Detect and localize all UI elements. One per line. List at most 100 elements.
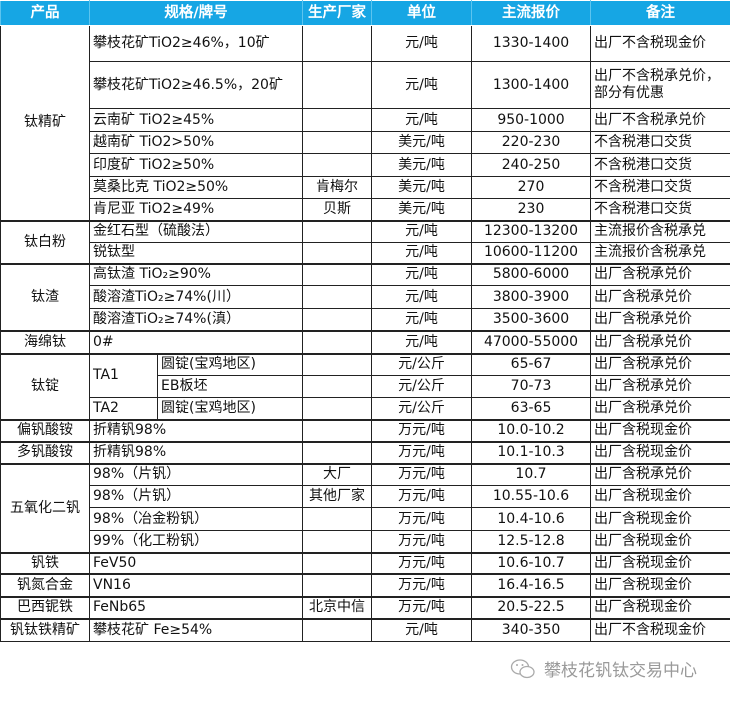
table-row: 莫桑比克 TiO2≥50% 肯梅尔 美元/吨 270 不含税港口交货 xyxy=(1,176,730,199)
maker-cell xyxy=(302,418,373,442)
note-cell: 出厂含税现金价 xyxy=(590,572,730,597)
note-cell: 主流报价含税承兑 xyxy=(590,242,730,264)
note-cell: 出厂不含税承兑价，部分有优惠 xyxy=(590,61,730,109)
maker-cell xyxy=(302,572,373,597)
maker-cell xyxy=(302,153,373,177)
table-row: 攀枝花矿TiO2≥46.5%，20矿 元/吨 1300-1400 出厂不含税承兑价，部… xyxy=(1,61,730,109)
product-cell: 偏钒酸铵 xyxy=(0,418,90,442)
price-cell: 10.0-10.2 xyxy=(471,418,592,442)
note-cell: 出厂不含税现金价 xyxy=(590,25,730,62)
spec-cell: 云南矿 TiO2≥45% xyxy=(88,108,304,132)
unit-cell: 万元/吨 xyxy=(371,507,473,531)
note-cell: 出厂含税承兑价 xyxy=(590,352,730,376)
price-cell: 1330-1400 xyxy=(471,25,592,62)
product-cell: 海绵钛 xyxy=(0,329,90,354)
table-row: 钛精矿 攀枝花矿TiO2≥46%，10矿 元/吨 1330-1400 出厂不含税现金价 xyxy=(0,25,730,221)
price-cell: 10.6-10.7 xyxy=(471,551,592,574)
unit-cell: 万元/吨 xyxy=(371,485,473,508)
product-cell: 钛锭 xyxy=(0,352,90,420)
spec-cell: 金红石型（硫酸法） xyxy=(88,219,304,243)
maker-cell: 北京中信 xyxy=(302,595,373,619)
unit-cell: 元/吨 xyxy=(371,25,473,62)
note-cell: 出厂含税承兑价 xyxy=(590,262,730,286)
grade-cell: TA1 xyxy=(89,352,158,398)
unit-cell: 万元/吨 xyxy=(371,530,473,553)
table-row: 钛锭 TA1 圆锭(宝鸡地区) 元/公斤 65-67 出厂含税承兑价 xyxy=(0,352,730,420)
product-cell: 钒氮合金 xyxy=(0,572,90,597)
price-cell: 5800-6000 xyxy=(471,262,592,286)
price-cell: 1300-1400 xyxy=(471,61,592,109)
maker-cell xyxy=(302,308,373,331)
note-cell: 出厂含税现金价 xyxy=(590,507,730,531)
header-unit: 单位 xyxy=(371,0,473,26)
note-cell: 出厂含税承兑价 xyxy=(590,375,730,398)
spec-cell: 攀枝花矿TiO2≥46%，10矿 xyxy=(88,25,304,62)
price-cell: 10.7 xyxy=(471,462,592,486)
note-cell: 出厂不含税承兑价 xyxy=(590,108,730,132)
price-cell: 12.5-12.8 xyxy=(471,530,592,553)
table-row: 酸溶渣TiO₂≥74%(川） 元/吨 3800-3900 出厂含税承兑价 xyxy=(1,285,730,309)
price-cell: 65-67 xyxy=(471,352,592,376)
maker-cell xyxy=(302,440,373,464)
product-cell: 钛白粉 xyxy=(0,219,90,264)
maker-cell xyxy=(302,285,373,309)
table-row: 印度矿 TiO2≥50% 美元/吨 240-250 不含税港口交货 xyxy=(1,153,730,177)
unit-cell: 美元/吨 xyxy=(371,198,473,221)
spec-cell: 酸溶渣TiO₂≥74%(滇） xyxy=(88,308,304,331)
price-cell: 47000-55000 xyxy=(471,329,592,354)
note-cell: 主流报价含税承兑 xyxy=(590,219,730,243)
table-row: 酸溶渣TiO₂≥74%(滇） 元/吨 3500-3600 出厂含税承兑价 xyxy=(1,308,730,331)
product-cell: 钒钛铁精矿 xyxy=(0,617,90,642)
table-row: 钒钛铁精矿 攀枝花矿 Fe≥54% 元/吨 340-350 出厂不含税现金价 xyxy=(0,617,730,642)
table-row: 钛白粉 金红石型（硫酸法） 元/吨 12300-13200 主流报价含税承兑 xyxy=(0,219,730,264)
product-cell: 巴西铌铁 xyxy=(0,595,90,619)
price-cell: 950-1000 xyxy=(471,108,592,132)
maker-cell xyxy=(302,131,373,154)
spec-cell: 攀枝花矿 Fe≥54% xyxy=(88,617,304,642)
unit-cell: 元/吨 xyxy=(371,242,473,264)
header-price: 主流报价 xyxy=(471,0,592,26)
wechat-icon xyxy=(510,658,535,678)
note-cell: 出厂含税现金价 xyxy=(590,418,730,442)
table-row: 多钒酸铵 折精钒98% 万元/吨 10.1-10.3 出厂含税现金价 xyxy=(0,440,730,464)
unit-cell: 元/吨 xyxy=(371,108,473,132)
note-cell: 出厂含税承兑价 xyxy=(590,462,730,486)
price-cell: 230 xyxy=(471,198,592,221)
maker-cell xyxy=(302,507,373,531)
spec-cell: 圆锭(宝鸡地区) xyxy=(156,397,304,420)
note-cell: 出厂含税承兑价 xyxy=(590,308,730,331)
maker-cell xyxy=(302,397,373,420)
unit-cell: 美元/吨 xyxy=(371,131,473,154)
unit-cell: 元/吨 xyxy=(371,262,473,286)
note-cell: 出厂含税承兑价 xyxy=(590,397,730,420)
spec-cell: 折精钒98% xyxy=(88,418,304,442)
spec-cell: 99%（化工粉钒） xyxy=(88,530,304,553)
maker-cell xyxy=(302,375,373,398)
table-row: 锐钛型 元/吨 10600-11200 主流报价含税承兑 xyxy=(1,242,730,264)
unit-cell: 元/公斤 xyxy=(371,352,473,376)
spec-cell: 98%（冶金粉钒） xyxy=(88,507,304,531)
spec-cell: 98%（片钒） xyxy=(88,485,304,508)
table-row: 99%（化工粉钒） 万元/吨 12.5-12.8 出厂含税现金价 xyxy=(1,530,730,553)
unit-cell: 元/吨 xyxy=(371,285,473,309)
table-row: 巴西铌铁 FeNb65 北京中信 万元/吨 20.5-22.5 出厂含税现金价 xyxy=(0,595,730,619)
unit-cell: 美元/吨 xyxy=(371,153,473,177)
maker-cell xyxy=(302,219,373,243)
note-cell: 出厂含税现金价 xyxy=(590,530,730,553)
unit-cell: 万元/吨 xyxy=(371,595,473,619)
table-row: 五氧化二钒 98%（片钒） 大厂 万元/吨 10.7 出厂含税承兑价 xyxy=(0,462,730,553)
maker-cell xyxy=(302,530,373,553)
unit-cell: 万元/吨 xyxy=(371,572,473,597)
unit-cell: 万元/吨 xyxy=(371,551,473,574)
note-cell: 出厂含税承兑价 xyxy=(590,285,730,309)
maker-cell: 贝斯 xyxy=(302,198,373,221)
product-cell: 五氧化二钒 xyxy=(0,462,90,553)
product-cell: 钛渣 xyxy=(0,262,90,331)
spec-cell: 圆锭(宝鸡地区) xyxy=(156,352,304,376)
price-cell: 3500-3600 xyxy=(471,308,592,331)
price-cell: 12300-13200 xyxy=(471,219,592,243)
spec-cell: 折精钒98% xyxy=(88,440,304,464)
table-row: 越南矿 TiO2>50% 美元/吨 220-230 不含税港口交货 xyxy=(1,131,730,154)
price-cell: 10.4-10.6 xyxy=(471,507,592,531)
spec-cell: 莫桑比克 TiO2≥50% xyxy=(88,176,304,199)
